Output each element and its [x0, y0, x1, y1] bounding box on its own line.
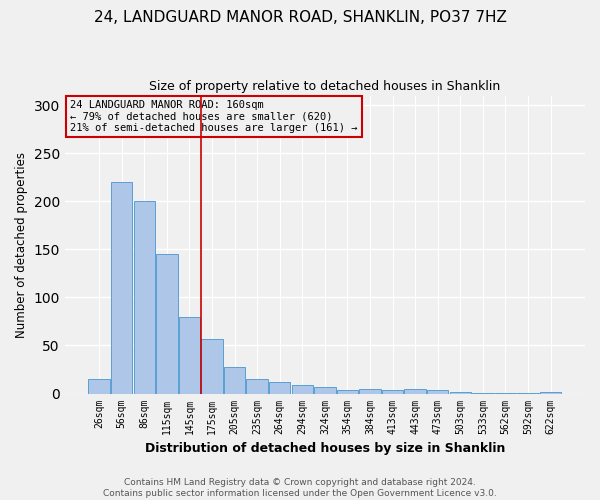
Bar	[427, 390, 448, 394]
X-axis label: Distribution of detached houses by size in Shanklin: Distribution of detached houses by size …	[145, 442, 505, 455]
Bar	[156, 254, 178, 394]
Text: 24, LANDGUARD MANOR ROAD, SHANKLIN, PO37 7HZ: 24, LANDGUARD MANOR ROAD, SHANKLIN, PO37…	[94, 10, 506, 25]
Bar	[111, 182, 133, 394]
Bar	[359, 388, 381, 394]
Bar	[449, 392, 471, 394]
Bar	[337, 390, 358, 394]
Bar	[382, 390, 403, 394]
Bar	[314, 387, 335, 394]
Bar	[517, 392, 539, 394]
Bar	[224, 366, 245, 394]
Bar	[472, 392, 494, 394]
Bar	[247, 379, 268, 394]
Bar	[540, 392, 562, 394]
Bar	[292, 385, 313, 394]
Bar	[269, 382, 290, 394]
Bar	[134, 202, 155, 394]
Bar	[88, 379, 110, 394]
Bar	[179, 316, 200, 394]
Text: 24 LANDGUARD MANOR ROAD: 160sqm
← 79% of detached houses are smaller (620)
21% o: 24 LANDGUARD MANOR ROAD: 160sqm ← 79% of…	[70, 100, 358, 133]
Bar	[495, 392, 516, 394]
Y-axis label: Number of detached properties: Number of detached properties	[15, 152, 28, 338]
Bar	[202, 339, 223, 394]
Title: Size of property relative to detached houses in Shanklin: Size of property relative to detached ho…	[149, 80, 500, 93]
Bar	[404, 388, 426, 394]
Text: Contains HM Land Registry data © Crown copyright and database right 2024.
Contai: Contains HM Land Registry data © Crown c…	[103, 478, 497, 498]
